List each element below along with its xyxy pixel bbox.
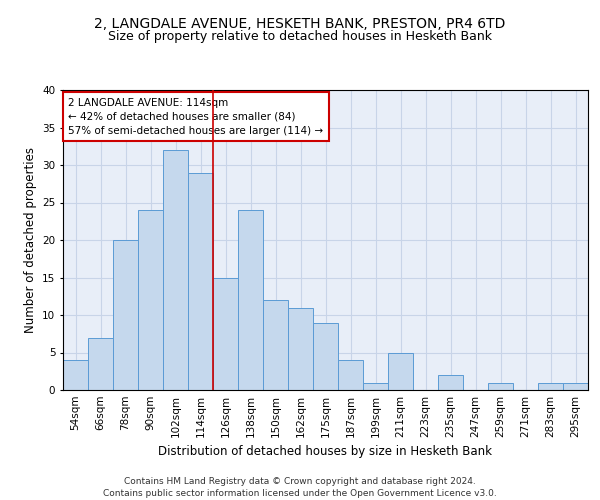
Bar (263, 300, 288, 390)
Bar (188, 172, 213, 390)
Bar (563, 382, 588, 390)
Bar (213, 278, 238, 390)
Bar (63, 360, 88, 390)
Bar (538, 382, 563, 390)
Y-axis label: Number of detached properties: Number of detached properties (23, 147, 37, 333)
Text: 2 LANGDALE AVENUE: 114sqm
← 42% of detached houses are smaller (84)
57% of semi-: 2 LANGDALE AVENUE: 114sqm ← 42% of detac… (68, 98, 323, 136)
Bar (113, 240, 138, 390)
Bar (438, 375, 463, 390)
Text: Size of property relative to detached houses in Hesketh Bank: Size of property relative to detached ho… (108, 30, 492, 43)
Bar (388, 352, 413, 390)
Bar (338, 360, 363, 390)
Text: 2, LANGDALE AVENUE, HESKETH BANK, PRESTON, PR4 6TD: 2, LANGDALE AVENUE, HESKETH BANK, PRESTO… (94, 18, 506, 32)
X-axis label: Distribution of detached houses by size in Hesketh Bank: Distribution of detached houses by size … (158, 446, 493, 458)
Bar (88, 338, 113, 390)
Bar (238, 210, 263, 390)
Bar (163, 150, 188, 390)
Bar (488, 382, 513, 390)
Bar (313, 322, 338, 390)
Bar (288, 308, 313, 390)
Bar (138, 210, 163, 390)
Text: Contains HM Land Registry data © Crown copyright and database right 2024.
Contai: Contains HM Land Registry data © Crown c… (103, 476, 497, 498)
Bar (363, 382, 388, 390)
